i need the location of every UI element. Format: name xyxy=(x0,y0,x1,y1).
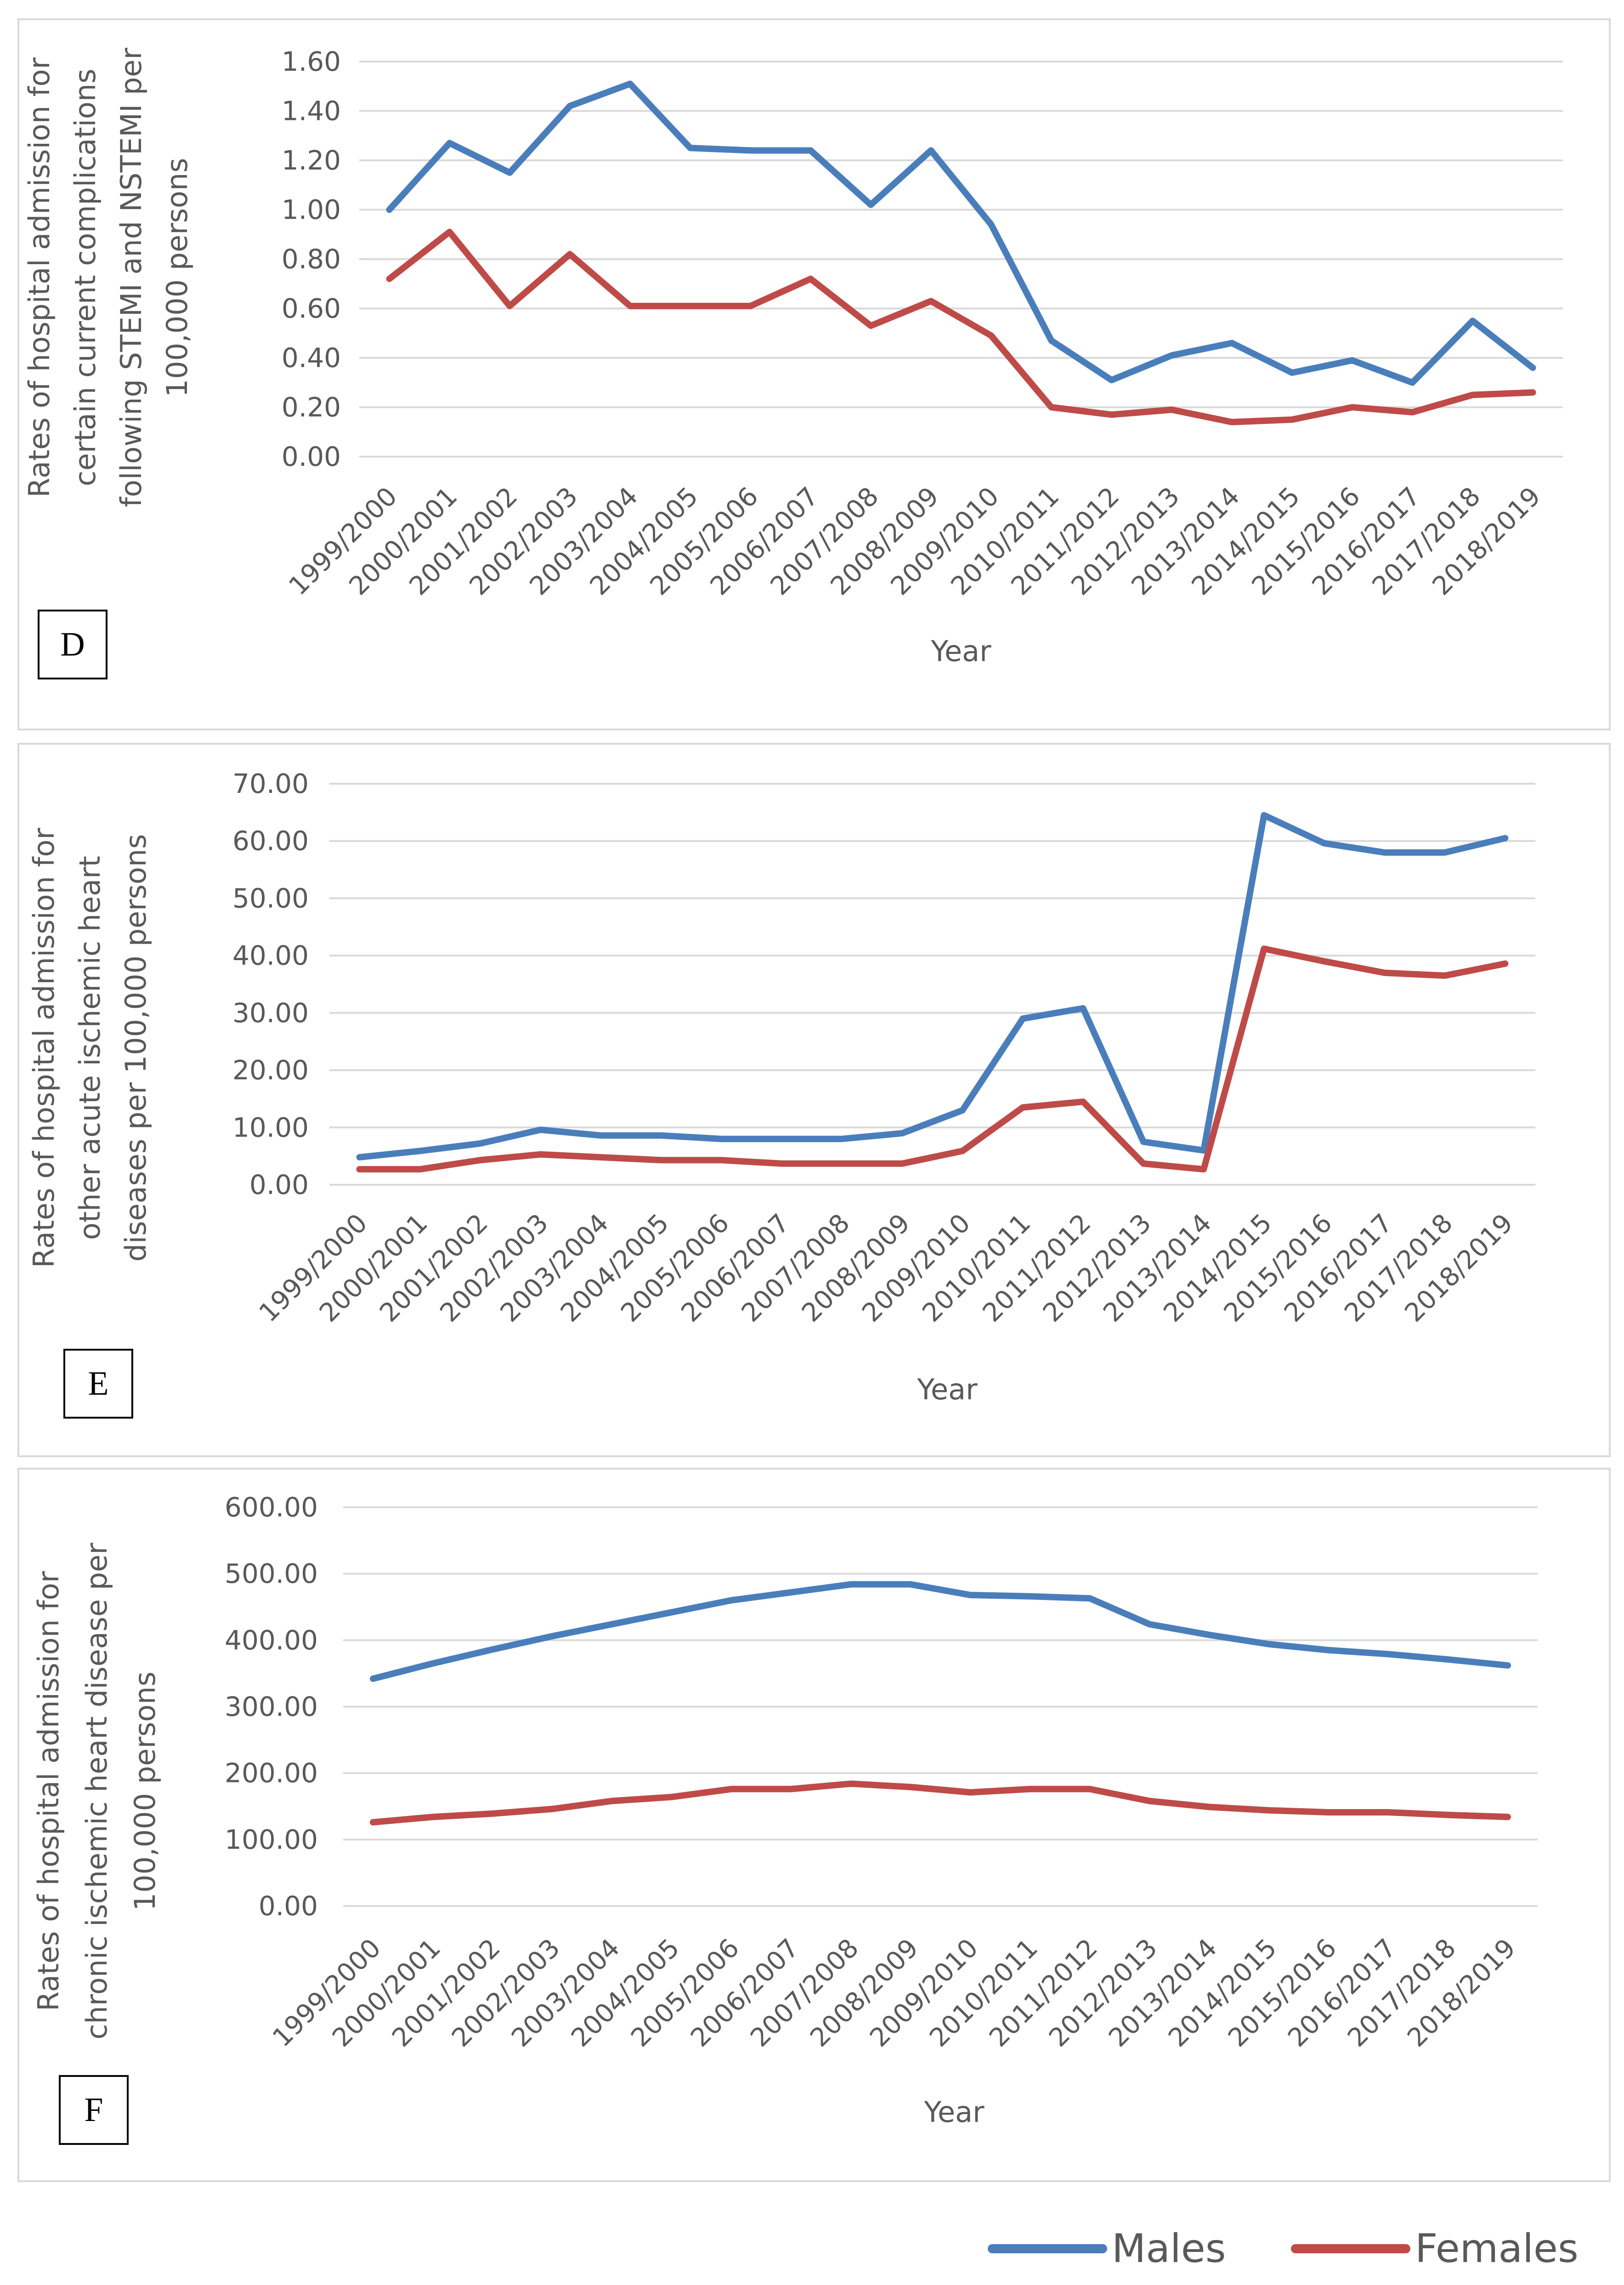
ytick-label-e-0: 0.00 xyxy=(249,1169,309,1200)
ytick-label-f-4: 400.00 xyxy=(225,1624,318,1656)
ytick-label-d-5: 1.00 xyxy=(282,194,341,226)
ytick-label-d-8: 1.60 xyxy=(282,46,341,77)
y-axis-title-f: Rates of hospital admission for chronic i… xyxy=(32,1543,162,2040)
panel-letter-d: D xyxy=(38,610,108,679)
ytick-label-e-6: 60.00 xyxy=(232,826,309,857)
chart-panel-e: 0.00 10.00 20.00 30.00 40.00 50.00 60.00 70.00 1… xyxy=(17,743,1611,1457)
legend-males-swatch xyxy=(988,2244,1107,2253)
series-line-e-females xyxy=(356,945,1509,1173)
y-axis-title-line-f-0: Rates of hospital admission for xyxy=(32,1571,65,2011)
ytick-label-e-7: 70.00 xyxy=(232,768,309,799)
ytick-label-d-0: 0.00 xyxy=(282,441,341,472)
ytick-label-f-2: 200.00 xyxy=(225,1758,318,1789)
chart-d-svg: 0.000.200.400.600.801.001.201.401.601999… xyxy=(23,46,1563,668)
ytick-label-e-5: 50.00 xyxy=(232,882,309,914)
legend-females-label: Females xyxy=(1415,2226,1579,2272)
x-axis-title-d: Year xyxy=(930,634,991,668)
legend-females: Females xyxy=(1291,2223,1579,2274)
panel-letter-f: F xyxy=(59,2075,129,2145)
ytick-label-e-1: 10.00 xyxy=(232,1112,309,1143)
legend-females-swatch xyxy=(1291,2244,1410,2253)
series-line-d-females xyxy=(386,228,1536,425)
ytick-label-d-4: 0.80 xyxy=(282,243,341,275)
y-axis-title-line-d-0: Rates of hospital admission for xyxy=(23,57,56,498)
series-line-f-males xyxy=(370,1581,1511,1682)
ytick-label-d-6: 1.20 xyxy=(282,145,341,176)
y-axis-title-line-e-2: diseases per 100,000 persons xyxy=(119,834,153,1261)
ytick-label-f-3: 300.00 xyxy=(225,1691,318,1722)
ytick-label-f-1: 100.00 xyxy=(225,1824,318,1855)
y-axis-title-line-e-1: other acute ischemic heart xyxy=(73,856,107,1240)
ytick-label-e-4: 40.00 xyxy=(232,940,309,971)
y-axis-title-line-d-3: 100,000 persons xyxy=(160,158,194,397)
ytick-label-e-3: 30.00 xyxy=(232,997,309,1029)
ytick-label-d-7: 1.40 xyxy=(282,96,341,127)
panel-letter-e: E xyxy=(63,1349,133,1419)
series-line-f-females xyxy=(370,1780,1511,1826)
chart-e-svg: 0.0010.0020.0030.0040.0050.0060.0070.001… xyxy=(27,768,1535,1406)
chart-panel-d: 0.00 0.20 0.40 0.60 0.80 1.00 1.20 1.40 1.60 1999… xyxy=(17,18,1611,730)
chart-panel-f: 0.00 100.00 200.00 300.00 400.00 500.00 600.00… xyxy=(17,1468,1611,2182)
ytick-label-d-1: 0.20 xyxy=(282,392,341,423)
ytick-label-e-2: 20.00 xyxy=(232,1055,309,1086)
ytick-label-f-5: 500.00 xyxy=(225,1558,318,1589)
chart-f-svg: 0.00 100.00 200.00 300.00 400.00 500.00 600.00… xyxy=(32,1492,1538,2129)
y-axis-title-line-e-0: Rates of hospital admission for xyxy=(27,828,61,1268)
ytick-label-d-3: 0.60 xyxy=(282,293,341,324)
ytick-label-f-6: 600.00 xyxy=(225,1492,318,1523)
ytick-label-f-0: 0.00 xyxy=(259,1890,318,1922)
series-line-e-males xyxy=(356,812,1509,1161)
ytick-label-d-2: 0.40 xyxy=(282,342,341,373)
x-axis-title-e: Year xyxy=(917,1373,978,1406)
x-axis-title-f: Year xyxy=(923,2095,985,2129)
legend-males-label: Males xyxy=(1112,2226,1226,2272)
y-axis-title-d: Rates of hospital admission for certain c… xyxy=(23,48,194,507)
y-axis-title-line-d-2: following STEMI and NSTEMI per xyxy=(114,48,148,507)
y-axis-title-line-d-1: certain current complications xyxy=(68,69,102,486)
y-axis-title-line-f-2: 100,000 persons xyxy=(128,1672,162,1911)
y-axis-title-line-f-1: chronic ischemic heart disease per xyxy=(80,1543,113,2040)
legend-males: Males xyxy=(988,2223,1226,2274)
series-line-d-males xyxy=(386,80,1536,386)
y-axis-title-e: Rates of hospital admission for other acu… xyxy=(27,828,153,1268)
